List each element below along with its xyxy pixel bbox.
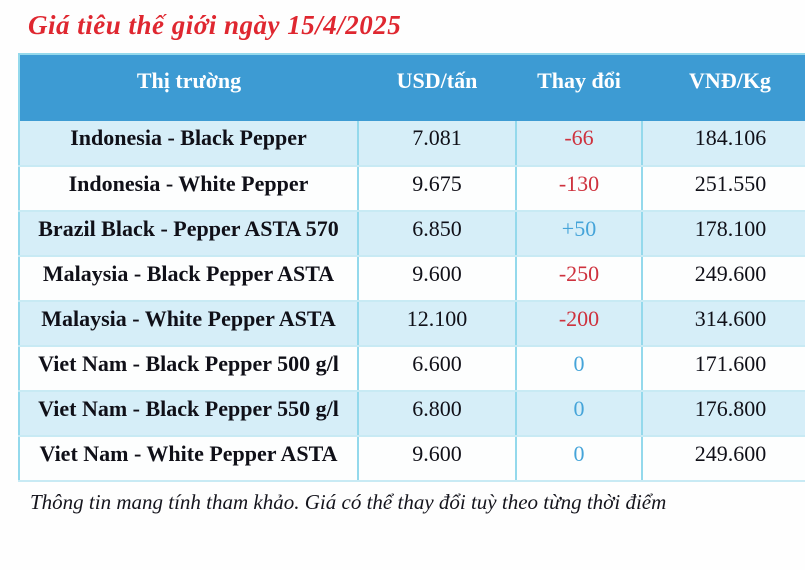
pepper-price-table: Thị trường USD/tấn Thay đổi VNĐ/Kg Indon… [18, 53, 805, 482]
vnd-cell: 249.600 [642, 436, 805, 482]
disclaimer-note: Thông tin mang tính tham khảo. Giá có th… [30, 490, 667, 514]
table-row: Malaysia - Black Pepper ASTA 9.600 -250 … [19, 256, 805, 302]
vnd-cell: 171.600 [642, 346, 805, 392]
usd-cell: 9.600 [358, 436, 517, 482]
usd-cell: 9.675 [358, 166, 517, 212]
usd-cell: 9.600 [358, 256, 517, 302]
market-cell: Viet Nam - Black Pepper 550 g/l [19, 391, 359, 437]
usd-cell: 7.081 [358, 121, 517, 167]
change-cell: -250 [516, 256, 643, 302]
table-row: Viet Nam - White Pepper ASTA 9.600 0 249… [19, 436, 805, 482]
table-header: Thị trường USD/tấn Thay đổi VNĐ/Kg [19, 54, 805, 121]
table-row: Brazil Black - Pepper ASTA 570 6.850 +50… [19, 211, 805, 257]
market-cell: Brazil Black - Pepper ASTA 570 [19, 211, 359, 257]
vnd-cell: 178.100 [642, 211, 805, 257]
usd-cell: 12.100 [358, 301, 517, 347]
vnd-cell: 249.600 [642, 256, 805, 302]
market-cell: Malaysia - Black Pepper ASTA [19, 256, 359, 302]
table-row: Malaysia - White Pepper ASTA 12.100 -200… [19, 301, 805, 347]
header-cell-change: Thay đổi [516, 54, 642, 121]
usd-cell: 6.600 [358, 346, 517, 392]
header-cell-usd: USD/tấn [358, 54, 516, 121]
market-cell: Viet Nam - White Pepper ASTA [19, 436, 359, 482]
market-cell: Viet Nam - Black Pepper 500 g/l [19, 346, 359, 392]
change-cell: -200 [516, 301, 643, 347]
page-title: Giá tiêu thế giới ngày 15/4/2025 [28, 10, 402, 40]
change-cell: +50 [516, 211, 643, 257]
table-row: Viet Nam - Black Pepper 500 g/l 6.600 0 … [19, 346, 805, 392]
change-cell: -66 [516, 121, 643, 167]
change-cell: 0 [516, 346, 643, 392]
market-cell: Malaysia - White Pepper ASTA [19, 301, 359, 347]
header-cell-vnd: VNĐ/Kg [642, 54, 805, 121]
vnd-cell: 251.550 [642, 166, 805, 212]
change-cell: -130 [516, 166, 643, 212]
table-body: Indonesia - Black Pepper 7.081 -66 184.1… [19, 121, 805, 482]
change-cell: 0 [516, 436, 643, 482]
change-cell: 0 [516, 391, 643, 437]
table-row: Indonesia - White Pepper 9.675 -130 251.… [19, 166, 805, 212]
header-cell-market: Thị trường [19, 54, 358, 121]
vnd-cell: 184.106 [642, 121, 805, 167]
market-cell: Indonesia - White Pepper [19, 166, 359, 212]
table-header-row: Thị trường USD/tấn Thay đổi VNĐ/Kg [19, 54, 805, 121]
usd-cell: 6.800 [358, 391, 517, 437]
table-row: Indonesia - Black Pepper 7.081 -66 184.1… [19, 121, 805, 167]
market-cell: Indonesia - Black Pepper [19, 121, 359, 167]
usd-cell: 6.850 [358, 211, 517, 257]
vnd-cell: 314.600 [642, 301, 805, 347]
vnd-cell: 176.800 [642, 391, 805, 437]
table-row: Viet Nam - Black Pepper 550 g/l 6.800 0 … [19, 391, 805, 437]
